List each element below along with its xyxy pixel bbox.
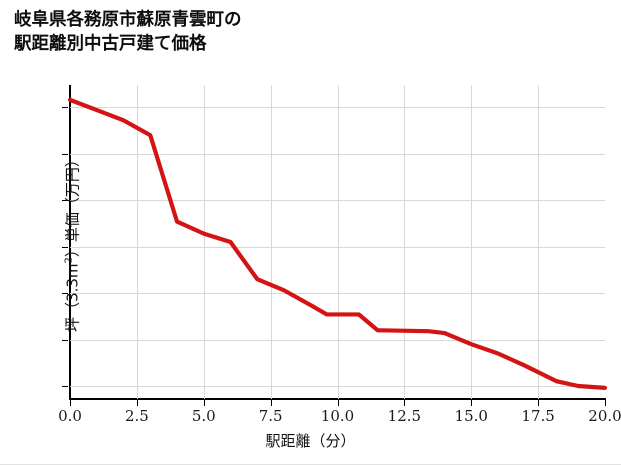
data-series-layer bbox=[67, 97, 608, 390]
plot-frame bbox=[62, 85, 606, 406]
tick-mark-y bbox=[62, 246, 68, 248]
x-tick-label: 17.5 bbox=[521, 407, 555, 425]
x-tick-label: 10.0 bbox=[320, 407, 355, 425]
x-tick-label: 20.0 bbox=[588, 407, 621, 425]
y-axis-title-superscript: 2 bbox=[63, 257, 75, 264]
price-line bbox=[67, 97, 608, 390]
tick-mark-y bbox=[62, 107, 68, 109]
tick-mark-y bbox=[62, 339, 68, 341]
y-axis-title-suffix: ）単価（万円） bbox=[63, 152, 82, 258]
x-tick-label: 5.0 bbox=[191, 407, 216, 425]
x-axis-spine bbox=[69, 398, 606, 400]
tick-mark-x bbox=[404, 400, 406, 406]
tick-mark-x bbox=[270, 400, 272, 406]
x-tick-label: 15.0 bbox=[454, 407, 488, 425]
y-axis-spine bbox=[69, 85, 71, 399]
chart-title-line-2: 駅距離別中古戸建て価格 bbox=[14, 34, 207, 55]
gridline-vertical bbox=[538, 85, 540, 399]
chart-title-line-1: 岐阜県各務原市蘇原青雲町の bbox=[14, 10, 242, 30]
x-axis-title: 駅距離（分） bbox=[265, 432, 356, 450]
tick-mark-y bbox=[62, 385, 68, 387]
gridline-vertical bbox=[337, 85, 339, 399]
tick-mark-x bbox=[70, 400, 71, 406]
tick-mark-y bbox=[62, 200, 68, 202]
y-axis-title-prefix: 坪（3.3m bbox=[63, 263, 82, 332]
tick-mark-x bbox=[471, 400, 473, 406]
plot-area: 34.535.035.536.036.537.037.5 0.02.55.07.… bbox=[58, 85, 621, 425]
gridline-vertical bbox=[270, 85, 272, 399]
x-tick-label: 7.5 bbox=[258, 407, 283, 425]
tick-mark-y bbox=[62, 153, 68, 155]
tick-mark-x bbox=[337, 400, 339, 406]
gridline-vertical bbox=[203, 85, 205, 399]
tick-mark-x bbox=[605, 400, 606, 406]
x-tick-label: 0.0 bbox=[58, 407, 82, 425]
tick-mark-x bbox=[538, 400, 540, 406]
x-tick-label: 12.5 bbox=[387, 407, 422, 425]
tick-mark-x bbox=[203, 400, 205, 406]
gridline-vertical bbox=[136, 85, 138, 399]
tick-mark-x bbox=[136, 400, 138, 406]
tick-mark-y bbox=[62, 293, 68, 295]
gridline-vertical bbox=[404, 85, 406, 399]
chart-title: 岐阜県各務原市蘇原青雲町の 駅距離別中古戸建て価格 bbox=[14, 8, 242, 56]
x-tick-label: 2.5 bbox=[124, 407, 149, 425]
gridline-vertical bbox=[471, 85, 473, 399]
y-axis-title: 坪（3.3m2）単価（万円） bbox=[62, 62, 83, 422]
